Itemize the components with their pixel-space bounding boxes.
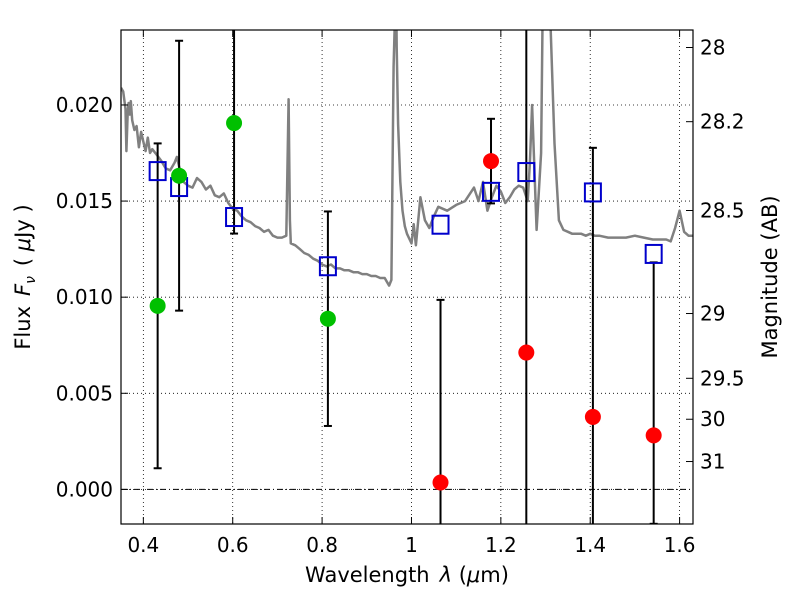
y-axis-label: FluxFν( μJy ) [11, 204, 39, 349]
model-photometry-box [225, 207, 244, 228]
photometry-point [518, 344, 535, 361]
model-photometry-box [583, 182, 602, 203]
photometry-point [319, 310, 336, 327]
photometry-point [149, 297, 166, 314]
x-tick-label: 1 [405, 533, 418, 557]
y-tick-label: 0.015 [56, 189, 113, 213]
photometry-point [171, 167, 188, 184]
y2-tick-label: 29 [700, 302, 725, 326]
model-photometry-box [431, 214, 450, 235]
y-tick-label: 0.005 [56, 381, 113, 405]
photometry-point [432, 474, 449, 491]
y2-tick-label: 29.5 [700, 366, 745, 390]
y2-tick-label: 28.2 [700, 110, 745, 134]
x-tick-label: 0.8 [306, 533, 338, 557]
y2-tick-label: 28.5 [700, 198, 745, 222]
measured-photometry-points [149, 115, 662, 491]
plot-content [121, 30, 693, 524]
x-tick-label: 1.6 [664, 533, 696, 557]
y2-axis-label: Magnitude (AB) [758, 195, 782, 358]
model-photometry-box [318, 256, 337, 277]
axes: 0.4 0.6 0.8 1 1.2 1.4 1.6 0.000 0.005 0.010 0.015 0… [56, 29, 745, 557]
y2-tick-label: 30 [700, 407, 725, 431]
y-tick-label: 0.000 [56, 477, 113, 501]
model-photometry-box [517, 162, 536, 183]
y-tick-label: 0.020 [56, 93, 113, 117]
y2-tick-label: 28 [700, 35, 725, 59]
photometry-point [645, 427, 662, 444]
model-photometry-box [482, 181, 501, 202]
x-tick-label: 0.4 [127, 533, 159, 557]
model-photometry-box [644, 243, 663, 264]
x-tick-label: 1.4 [574, 533, 606, 557]
model-spectrum-line [121, 30, 693, 287]
photometry-point [226, 115, 243, 132]
photometry-point [584, 408, 601, 425]
photometry-point [483, 153, 500, 170]
x-tick-label: 0.6 [217, 533, 249, 557]
x-tick-label: 1.2 [485, 533, 517, 557]
plot-frame [120, 29, 694, 525]
y2-tick-label: 31 [700, 450, 725, 474]
model-photometry-boxes [148, 161, 663, 277]
x-axis-label: Wavelength λ (μm) [305, 563, 509, 587]
y-tick-label: 0.010 [56, 285, 113, 309]
model-photometry-box [148, 161, 167, 182]
